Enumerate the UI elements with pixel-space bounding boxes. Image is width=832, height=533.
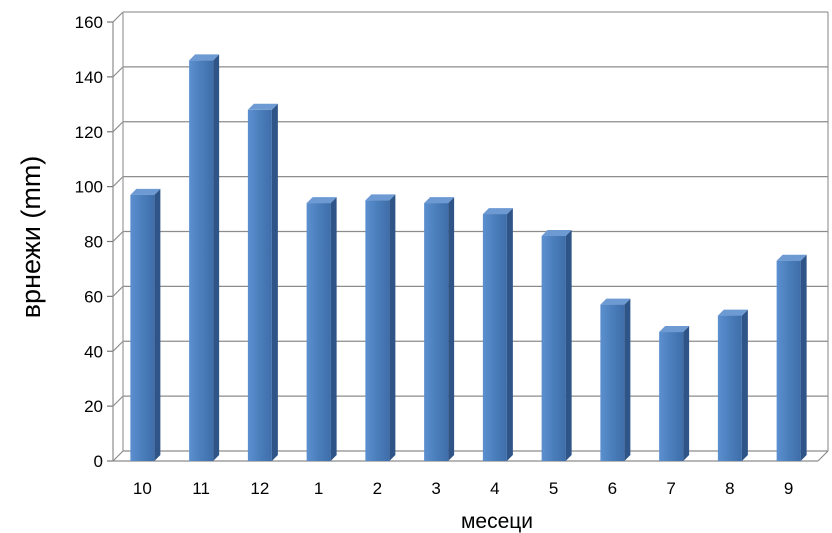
x-tick-label: 5 [549,479,558,498]
x-tick-label: 2 [373,479,382,498]
y-tick-label: 80 [84,233,103,252]
y-tick-label: 120 [75,123,103,142]
bar-front [247,109,272,462]
y-tick-label: 40 [84,342,103,361]
bar-front [306,203,331,461]
bar [717,309,748,461]
bar [659,326,690,461]
x-tick-label: 8 [725,479,734,498]
bar-front [424,203,449,461]
bar-top [189,54,220,61]
y-tick-label: 60 [84,287,103,306]
bar-top [717,309,748,316]
bar-side [565,230,572,461]
bar [424,197,455,461]
bar-top [482,208,513,215]
bar-front [600,304,625,461]
x-tick-label: 3 [431,479,440,498]
bars [130,54,807,462]
bar-side [330,197,337,461]
bar [600,298,631,461]
bar-side [448,197,455,461]
gridline-side [112,285,124,297]
bar [130,188,161,461]
gridline-side [112,340,124,352]
gridline-side [112,395,124,407]
bar-top [306,197,337,204]
bar-front [130,194,155,461]
bar-side [154,188,161,461]
bar-front [365,200,390,461]
x-tick-label: 12 [250,479,269,498]
bar [365,194,396,461]
y-tick-label: 0 [94,452,103,471]
bar-side [213,54,220,461]
gridline-side [112,176,124,188]
y-tick-labels: 0 20 40 60 80 100 120 140 160 [75,13,103,471]
bar [247,103,278,462]
y-tick-label: 20 [84,397,103,416]
y-tick-label: 100 [75,178,103,197]
y-tick-label: 140 [75,68,103,87]
bar-side [741,309,748,461]
bar [541,230,572,461]
bar-front [659,332,684,461]
x-tick-labels: 10 11 12 1 2 3 4 5 6 7 8 9 [133,479,793,498]
bar-top [541,230,572,237]
gridline-side [112,231,124,242]
bar-side [389,194,396,461]
bar-top [247,103,278,110]
bar-front [189,60,214,461]
gridline-side [112,450,124,462]
bar [482,208,513,461]
bar-side [506,208,513,461]
x-tick-label: 10 [133,479,152,498]
bar-top [424,197,455,204]
gridline-side [112,121,124,133]
x-axis-title: месеци [461,510,533,533]
axes [107,21,829,462]
bar [189,54,220,461]
bar-side [271,103,278,462]
bar-top [130,188,161,195]
x-tick-label: 6 [608,479,617,498]
x-tick-label: 9 [784,479,793,498]
x-tick-label: 4 [490,479,499,498]
bar-top [776,254,807,261]
bar-top [659,326,690,333]
bar-top [600,298,631,305]
bar-side [800,254,807,461]
x-tick-label: 11 [192,479,210,498]
floor-edge [817,450,829,462]
gridline-side [112,66,124,78]
gridline-side [112,11,124,23]
bar-side [683,326,690,461]
bar-top [365,194,396,201]
y-tick-label: 160 [75,13,103,32]
bar-front [717,315,742,461]
bar [306,197,337,461]
bar-side [624,298,631,461]
x-tick-label: 1 [314,479,323,498]
bar-front [776,260,801,461]
y-axis-title: врнежи (mm) [16,156,46,319]
bar-front [482,214,507,461]
x-tick-label: 7 [666,479,675,498]
bar [776,254,807,461]
grid [112,11,829,462]
bar-front [541,236,566,461]
